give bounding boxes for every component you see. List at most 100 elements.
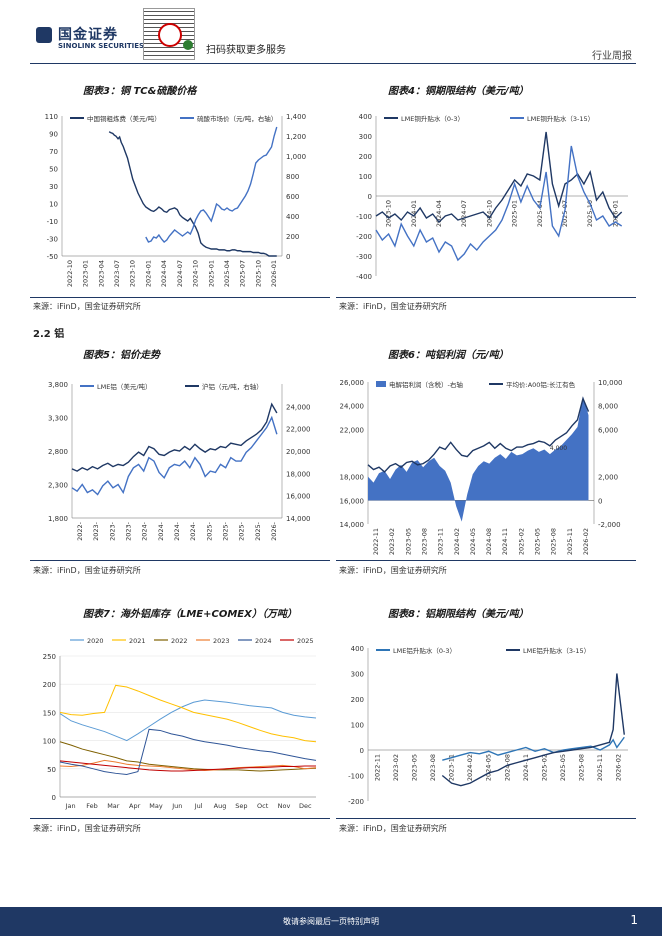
x-tick-label: 2023-08 xyxy=(421,528,429,555)
x-tick-label: 2026-02 xyxy=(615,754,623,781)
chart-bg xyxy=(30,104,330,294)
legend-label: 电解铝利润（含税）-右轴 xyxy=(389,380,463,389)
x-tick-label: 2025-02 xyxy=(540,754,548,781)
y-tick-label: 18,000 xyxy=(340,474,365,482)
series-line xyxy=(59,684,317,743)
x-tick-label: 2025-07 xyxy=(561,200,569,227)
section-title: 2.2 铝 xyxy=(33,329,65,340)
fig5-chart: 3,800 3,300 2,800 2,300 1,800 24,000 22,000 20,… xyxy=(30,370,330,560)
y-tick-label: 400 xyxy=(359,113,372,121)
y-tick-label: 90 xyxy=(49,131,58,139)
fig7-title: 图表7：海外铝库存（LME+COMEX）（万吨） xyxy=(83,609,297,620)
fig4-title: 图表4：铜期限结构（美元/吨） xyxy=(388,86,529,97)
y2-tick-label: 14,000 xyxy=(286,515,311,523)
y2-tick-label: 22,000 xyxy=(286,426,311,434)
y-tick-label: 22,000 xyxy=(340,426,365,434)
legend-label: LME铝升贴水（3-15） xyxy=(523,646,590,655)
legend-label: 2024 xyxy=(255,637,272,645)
x-tick-label: 2026- xyxy=(270,521,278,541)
x-tick-label: 2023-04 xyxy=(97,260,105,287)
x-tick-label: 2024-07 xyxy=(176,260,184,287)
x-tick-label: 2025-01 xyxy=(207,260,215,287)
x-tick-label: 2024-10 xyxy=(192,260,200,287)
x-tick-label: 2025-02 xyxy=(517,528,525,555)
x-tick-label: 2023-05 xyxy=(404,528,412,555)
y-tick-label: 1,800 xyxy=(48,515,68,523)
y-tick-label: 300 xyxy=(359,133,372,141)
y-tick-label: 24,000 xyxy=(340,403,365,411)
x-tick-label: Jul xyxy=(194,802,203,810)
series-line xyxy=(375,145,623,262)
x-tick-label: 2025-07 xyxy=(239,260,247,287)
x-tick-label: 2025-01 xyxy=(511,200,519,227)
fig8-chart: 400 300 200 100 0 -100 -200 2022-11 2023-02 2023-… xyxy=(336,630,636,815)
profit-area xyxy=(368,396,589,522)
x-tick-label: 2025- xyxy=(205,521,213,541)
scan-prompt: 扫码获取更多服务 xyxy=(206,45,286,56)
x-tick-label: Aug xyxy=(214,802,227,810)
x-tick-label: 2024- xyxy=(157,521,165,541)
x-tick-label: Feb xyxy=(86,802,98,810)
fig8-rule xyxy=(336,818,636,819)
x-tick-label: 2024- xyxy=(173,521,181,541)
x-tick-label: 2024-07 xyxy=(460,200,468,227)
x-tick-label: Dec xyxy=(299,802,312,810)
x-tick-label: 2025-05 xyxy=(534,528,542,555)
x-tick-label: 2025-11 xyxy=(596,754,604,781)
legend-label: 硫酸市场价（元/吨，右轴） xyxy=(197,114,277,123)
series-line xyxy=(375,131,623,224)
legend-label: LME铜升贴水（0-3） xyxy=(401,114,464,123)
fig5-source: 来源：iFinD，国金证券研究所 xyxy=(33,566,141,575)
series-line xyxy=(71,415,278,496)
x-tick-label: May xyxy=(149,802,163,810)
y-tick-label: -300 xyxy=(356,253,372,261)
x-tick-label: 2024-02 xyxy=(466,754,474,781)
fig4-chart: 400 300 200 100 0 -100 -200 -300 -400 2023-10 2024… xyxy=(336,104,636,294)
y-tick-label: 2,300 xyxy=(48,482,68,490)
brand-name: 国金证券 xyxy=(58,27,118,43)
x-tick-label: Oct xyxy=(257,802,269,810)
y-tick-label: 16,000 xyxy=(340,497,365,505)
x-tick-label: 2025-05 xyxy=(559,754,567,781)
x-tick-label: 2024-05 xyxy=(469,528,477,555)
qr-code-icon[interactable] xyxy=(143,8,195,60)
legend-label: LME铝升贴水（0-3） xyxy=(393,646,456,655)
y2-tick-label: 8,000 xyxy=(598,403,618,411)
y2-tick-label: 18,000 xyxy=(286,470,311,478)
y-tick-label: 3,300 xyxy=(48,415,68,423)
y-tick-label: 400 xyxy=(351,645,364,653)
fig3-rule xyxy=(30,297,330,298)
x-tick-label: 2025- xyxy=(254,521,262,541)
y2-tick-label: 0 xyxy=(286,253,290,261)
x-tick-label: 2022- xyxy=(76,521,84,541)
annotation-label: 4,000 xyxy=(550,445,567,452)
fig3-chart: 110 90 70 50 30 10 -10 -30 -50 1,400 1,200 1,000 800… xyxy=(30,104,330,294)
y2-tick-label: 200 xyxy=(286,233,299,241)
x-tick-label: 2022-10 xyxy=(66,260,74,287)
y2-tick-label: 6,000 xyxy=(598,426,618,434)
y2-tick-label: -2,000 xyxy=(598,521,621,529)
x-tick-label: 2025- xyxy=(238,521,246,541)
brand-name-en: SINOLINK SECURITIES xyxy=(58,42,145,50)
brand-logo-icon xyxy=(36,27,52,43)
x-tick-label: 2023- xyxy=(92,521,100,541)
y2-tick-label: 10,000 xyxy=(598,379,623,387)
y2-tick-label: 2,000 xyxy=(598,474,618,482)
chart-bg xyxy=(336,104,636,294)
x-tick-label: 2025-04 xyxy=(223,260,231,287)
page-number: 1 xyxy=(630,913,638,927)
fig6-chart: 26,000 24,000 22,000 18,000 16,000 14,000 10,0… xyxy=(336,370,636,560)
x-tick-label: Sep xyxy=(235,802,247,810)
y2-tick-label: 1,400 xyxy=(286,113,306,121)
x-tick-label: 2023-02 xyxy=(392,754,400,781)
fig8-title: 图表8：铝期限结构（美元/吨） xyxy=(388,609,529,620)
y-tick-label: -100 xyxy=(348,773,364,781)
y2-tick-label: 400 xyxy=(286,213,299,221)
x-tick-label: Mar xyxy=(107,802,120,810)
legend-label: 2025 xyxy=(297,637,314,645)
fig3-source: 来源：iFinD，国金证券研究所 xyxy=(33,302,141,311)
fig5-rule xyxy=(30,560,330,561)
x-tick-label: 2023-07 xyxy=(113,260,121,287)
legend-swatch xyxy=(376,381,386,387)
report-type: 行业周报 xyxy=(592,51,632,62)
